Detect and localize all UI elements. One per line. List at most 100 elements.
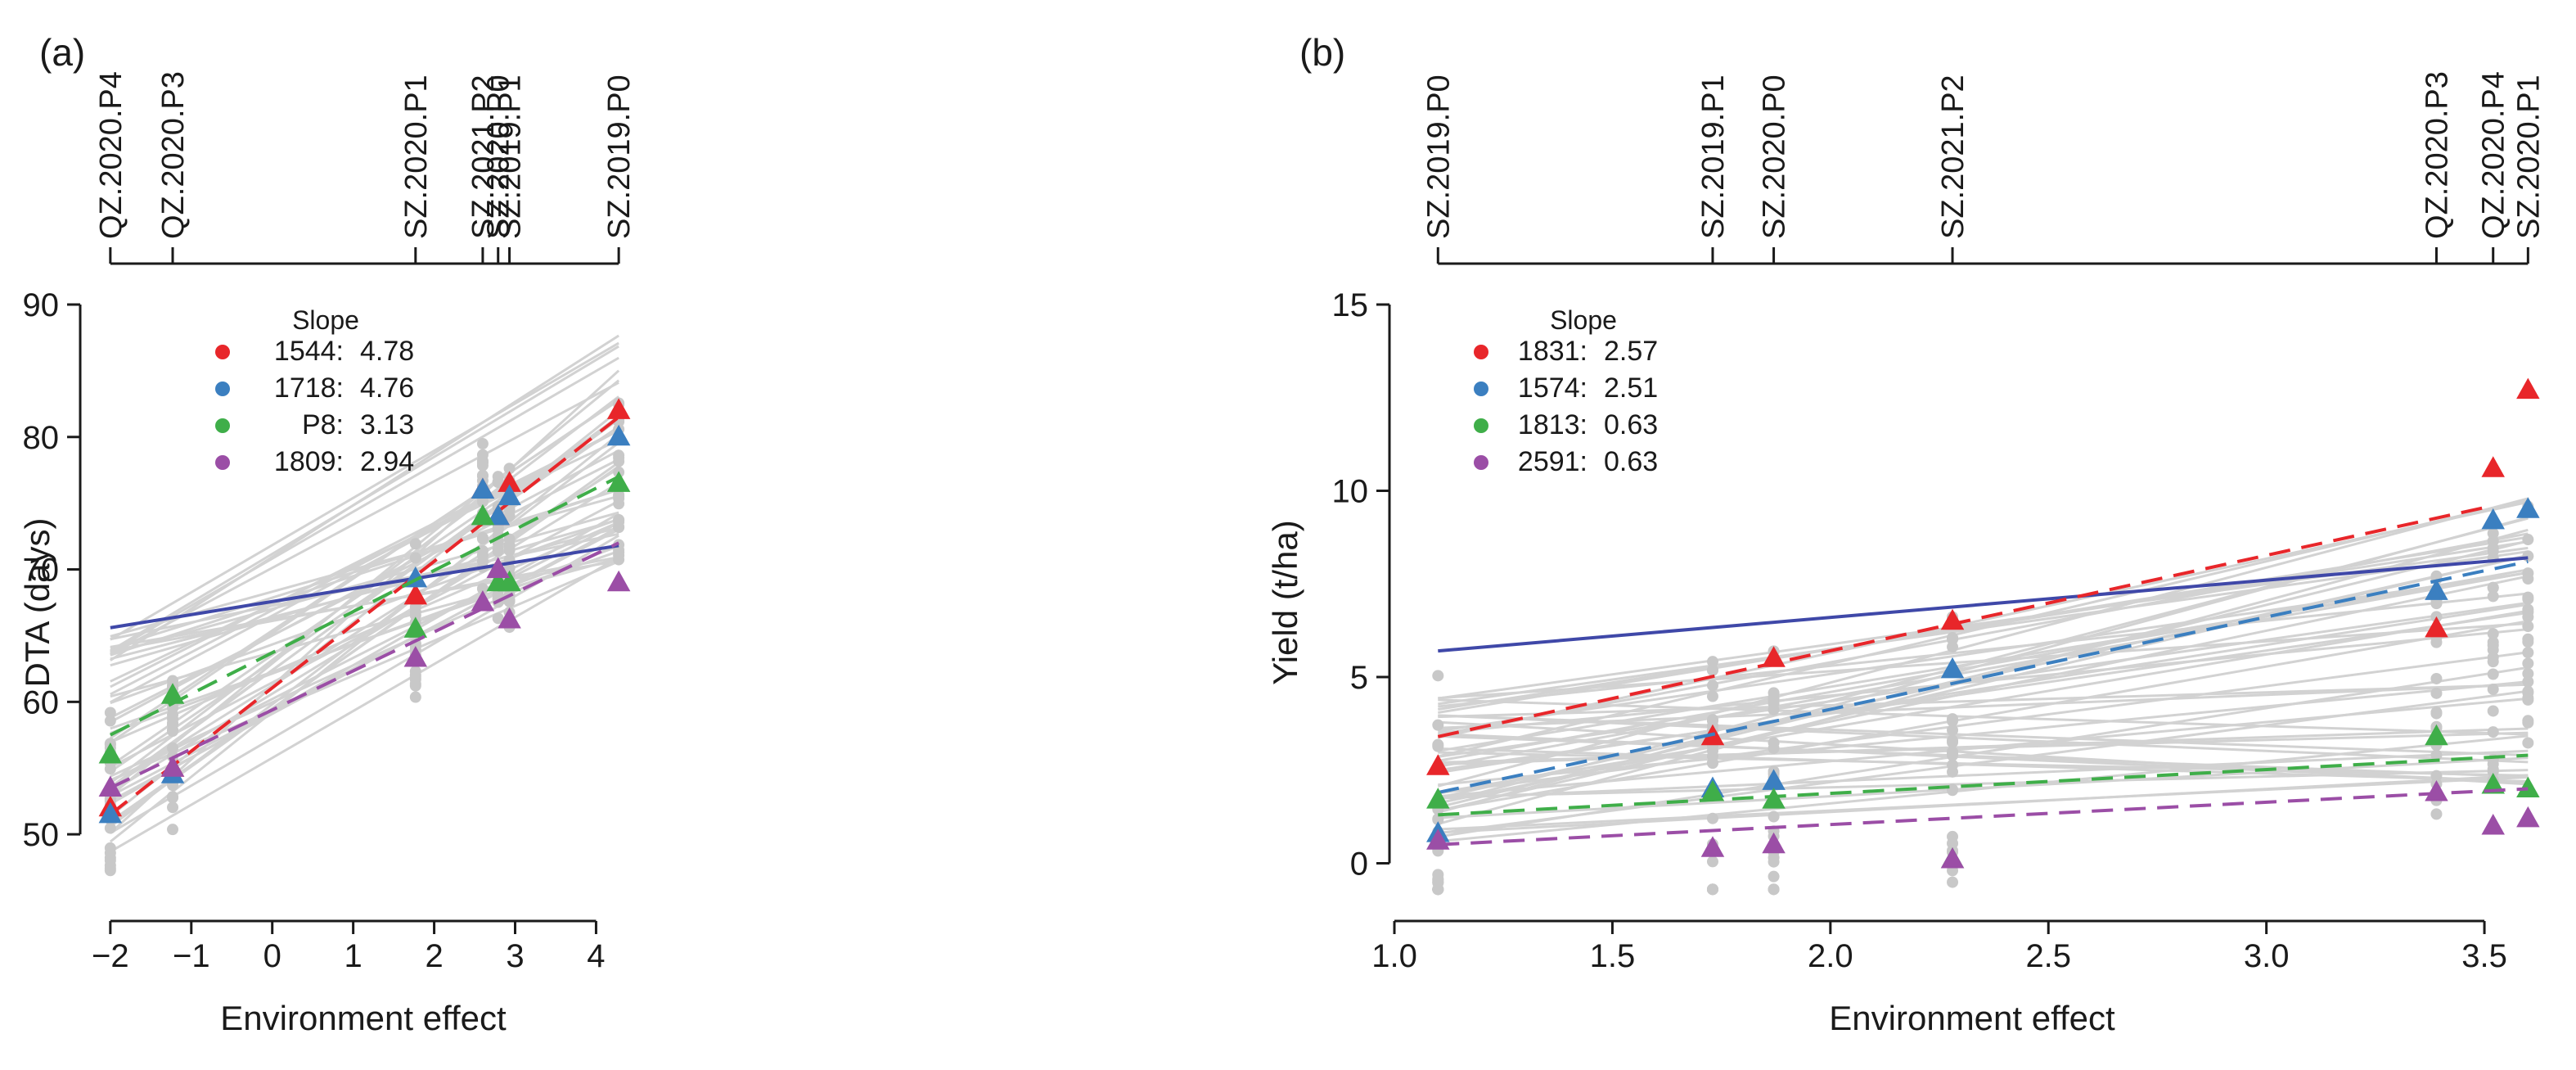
gray-point [409, 673, 421, 685]
gray-point [613, 516, 625, 528]
gray-point [1432, 814, 1444, 826]
gray-point [409, 606, 421, 618]
gray-point [104, 862, 116, 874]
gray-point [167, 725, 179, 738]
legend-series-name: 1544: [274, 336, 344, 367]
series-regression-line [109, 475, 620, 737]
series-regression-line [1438, 753, 2529, 817]
legend-series-name: P8: [302, 409, 344, 440]
gray-point [476, 495, 489, 508]
gray-reaction-line [110, 488, 619, 650]
gray-point [1706, 757, 1718, 770]
series-point-triangle [498, 570, 521, 592]
gray-reaction-line [110, 511, 619, 656]
gray-reaction-line [110, 556, 619, 853]
y-tick-label: 80 [23, 420, 60, 456]
series-point-triangle [2425, 616, 2448, 638]
environment-label: SZ.2020.P0 [482, 74, 516, 239]
series-point-triangle [2516, 776, 2540, 797]
gray-reaction-line [109, 417, 619, 767]
axes: 50 60 70 80 90 −2 −1 0 1 2 3 4 Environment effect DTA… [18, 287, 606, 1037]
gray-point [1947, 715, 1959, 727]
gray-reaction-line [109, 461, 619, 826]
gray-point [613, 489, 625, 501]
gray-point [409, 666, 421, 678]
environment-label: QZ.2020.P4 [2477, 71, 2511, 239]
gray-point [476, 470, 489, 482]
gray-point [1947, 784, 1959, 797]
series-point-triangle [2425, 780, 2448, 801]
gray-point [1432, 869, 1444, 881]
gray-point [2522, 593, 2534, 605]
gray-point [2487, 763, 2499, 775]
gray-reaction-line [110, 334, 619, 661]
gray-point [1432, 670, 1444, 682]
axes: 0 5 10 15 1.0 1.5 2.0 2.5 3.0 3.5 Environment effe… [1266, 287, 2507, 1037]
gray-point [1768, 810, 1780, 823]
gray-point [476, 533, 489, 545]
environment-label: SZ.2019.P0 [1421, 74, 1456, 239]
legend-marker [215, 455, 230, 470]
gray-point [2430, 636, 2443, 648]
gray-point [503, 533, 516, 545]
gray-point [2522, 716, 2534, 729]
gray-point [1432, 740, 1444, 752]
environment-label: SZ.2019.P0 [602, 74, 637, 239]
y-tick-label: 5 [1350, 660, 1368, 696]
environment-label: SZ.2021.P2 [466, 74, 501, 239]
gray-point [2487, 656, 2499, 668]
gray-point [2487, 628, 2499, 640]
gray-reaction-line [1437, 553, 2529, 812]
x-axis-title: Environment effect [1829, 999, 2115, 1037]
x-tick-label: 3 [506, 938, 524, 974]
gray-point [2487, 590, 2499, 603]
gray-reaction-line [110, 429, 619, 696]
x-tick-label: 1.0 [1371, 938, 1417, 974]
x-tick-label: 1.5 [1590, 938, 1636, 974]
gray-reaction-line [1438, 683, 2529, 729]
gray-point [2487, 668, 2499, 680]
gray-reaction-line [110, 428, 619, 689]
series-2591 [1426, 780, 2540, 869]
series-point-triangle [2425, 579, 2448, 600]
gray-reaction-line [1438, 535, 2529, 714]
panel-label: (b) [1299, 31, 1345, 74]
gray-reaction-line [110, 481, 619, 794]
series-point-triangle [1762, 832, 1786, 854]
legend-title: Slope [1550, 305, 1617, 335]
series-1718 [98, 424, 631, 824]
series-point-triangle [2516, 806, 2540, 828]
y-tick-label: 10 [1332, 474, 1369, 510]
series-point-triangle [1762, 788, 1786, 809]
series-point-triangle [403, 645, 428, 667]
gray-point [2430, 749, 2443, 761]
series-point-triangle [160, 683, 185, 704]
gray-point [1947, 749, 1959, 761]
gray-point [1947, 641, 1959, 653]
legend-slope-value: 4.76 [360, 372, 414, 404]
gray-point [492, 523, 504, 535]
gray-point [2430, 672, 2443, 684]
panel-a: (a) QZ.2020.P4 QZ.2020.P3 SZ.2020.P1 SZ.2021… [18, 31, 637, 1037]
series-point-triangle [2481, 508, 2505, 530]
series-point-triangle [98, 775, 123, 797]
gray-reaction-line [110, 356, 619, 654]
series-point-triangle [2481, 772, 2505, 794]
gray-point [2487, 705, 2499, 717]
gray-reaction-lines [1437, 497, 2529, 843]
legend-series-name: 1574: [1518, 372, 1587, 404]
gray-reaction-line [1437, 516, 2529, 814]
y-axis-title: Yield (t/ha) [1266, 520, 1304, 685]
gray-point [2430, 707, 2443, 719]
series-point-triangle [498, 607, 521, 629]
x-tick-label: 3.0 [2244, 938, 2290, 974]
gray-reaction-line [1438, 571, 2529, 768]
series-point-triangle [1940, 847, 1965, 869]
series-point-triangle [606, 471, 631, 492]
gray-point [1432, 883, 1444, 896]
x-tick-label: 3.5 [2461, 938, 2507, 974]
gray-reaction-line [110, 398, 619, 744]
series-P8 [98, 471, 631, 764]
